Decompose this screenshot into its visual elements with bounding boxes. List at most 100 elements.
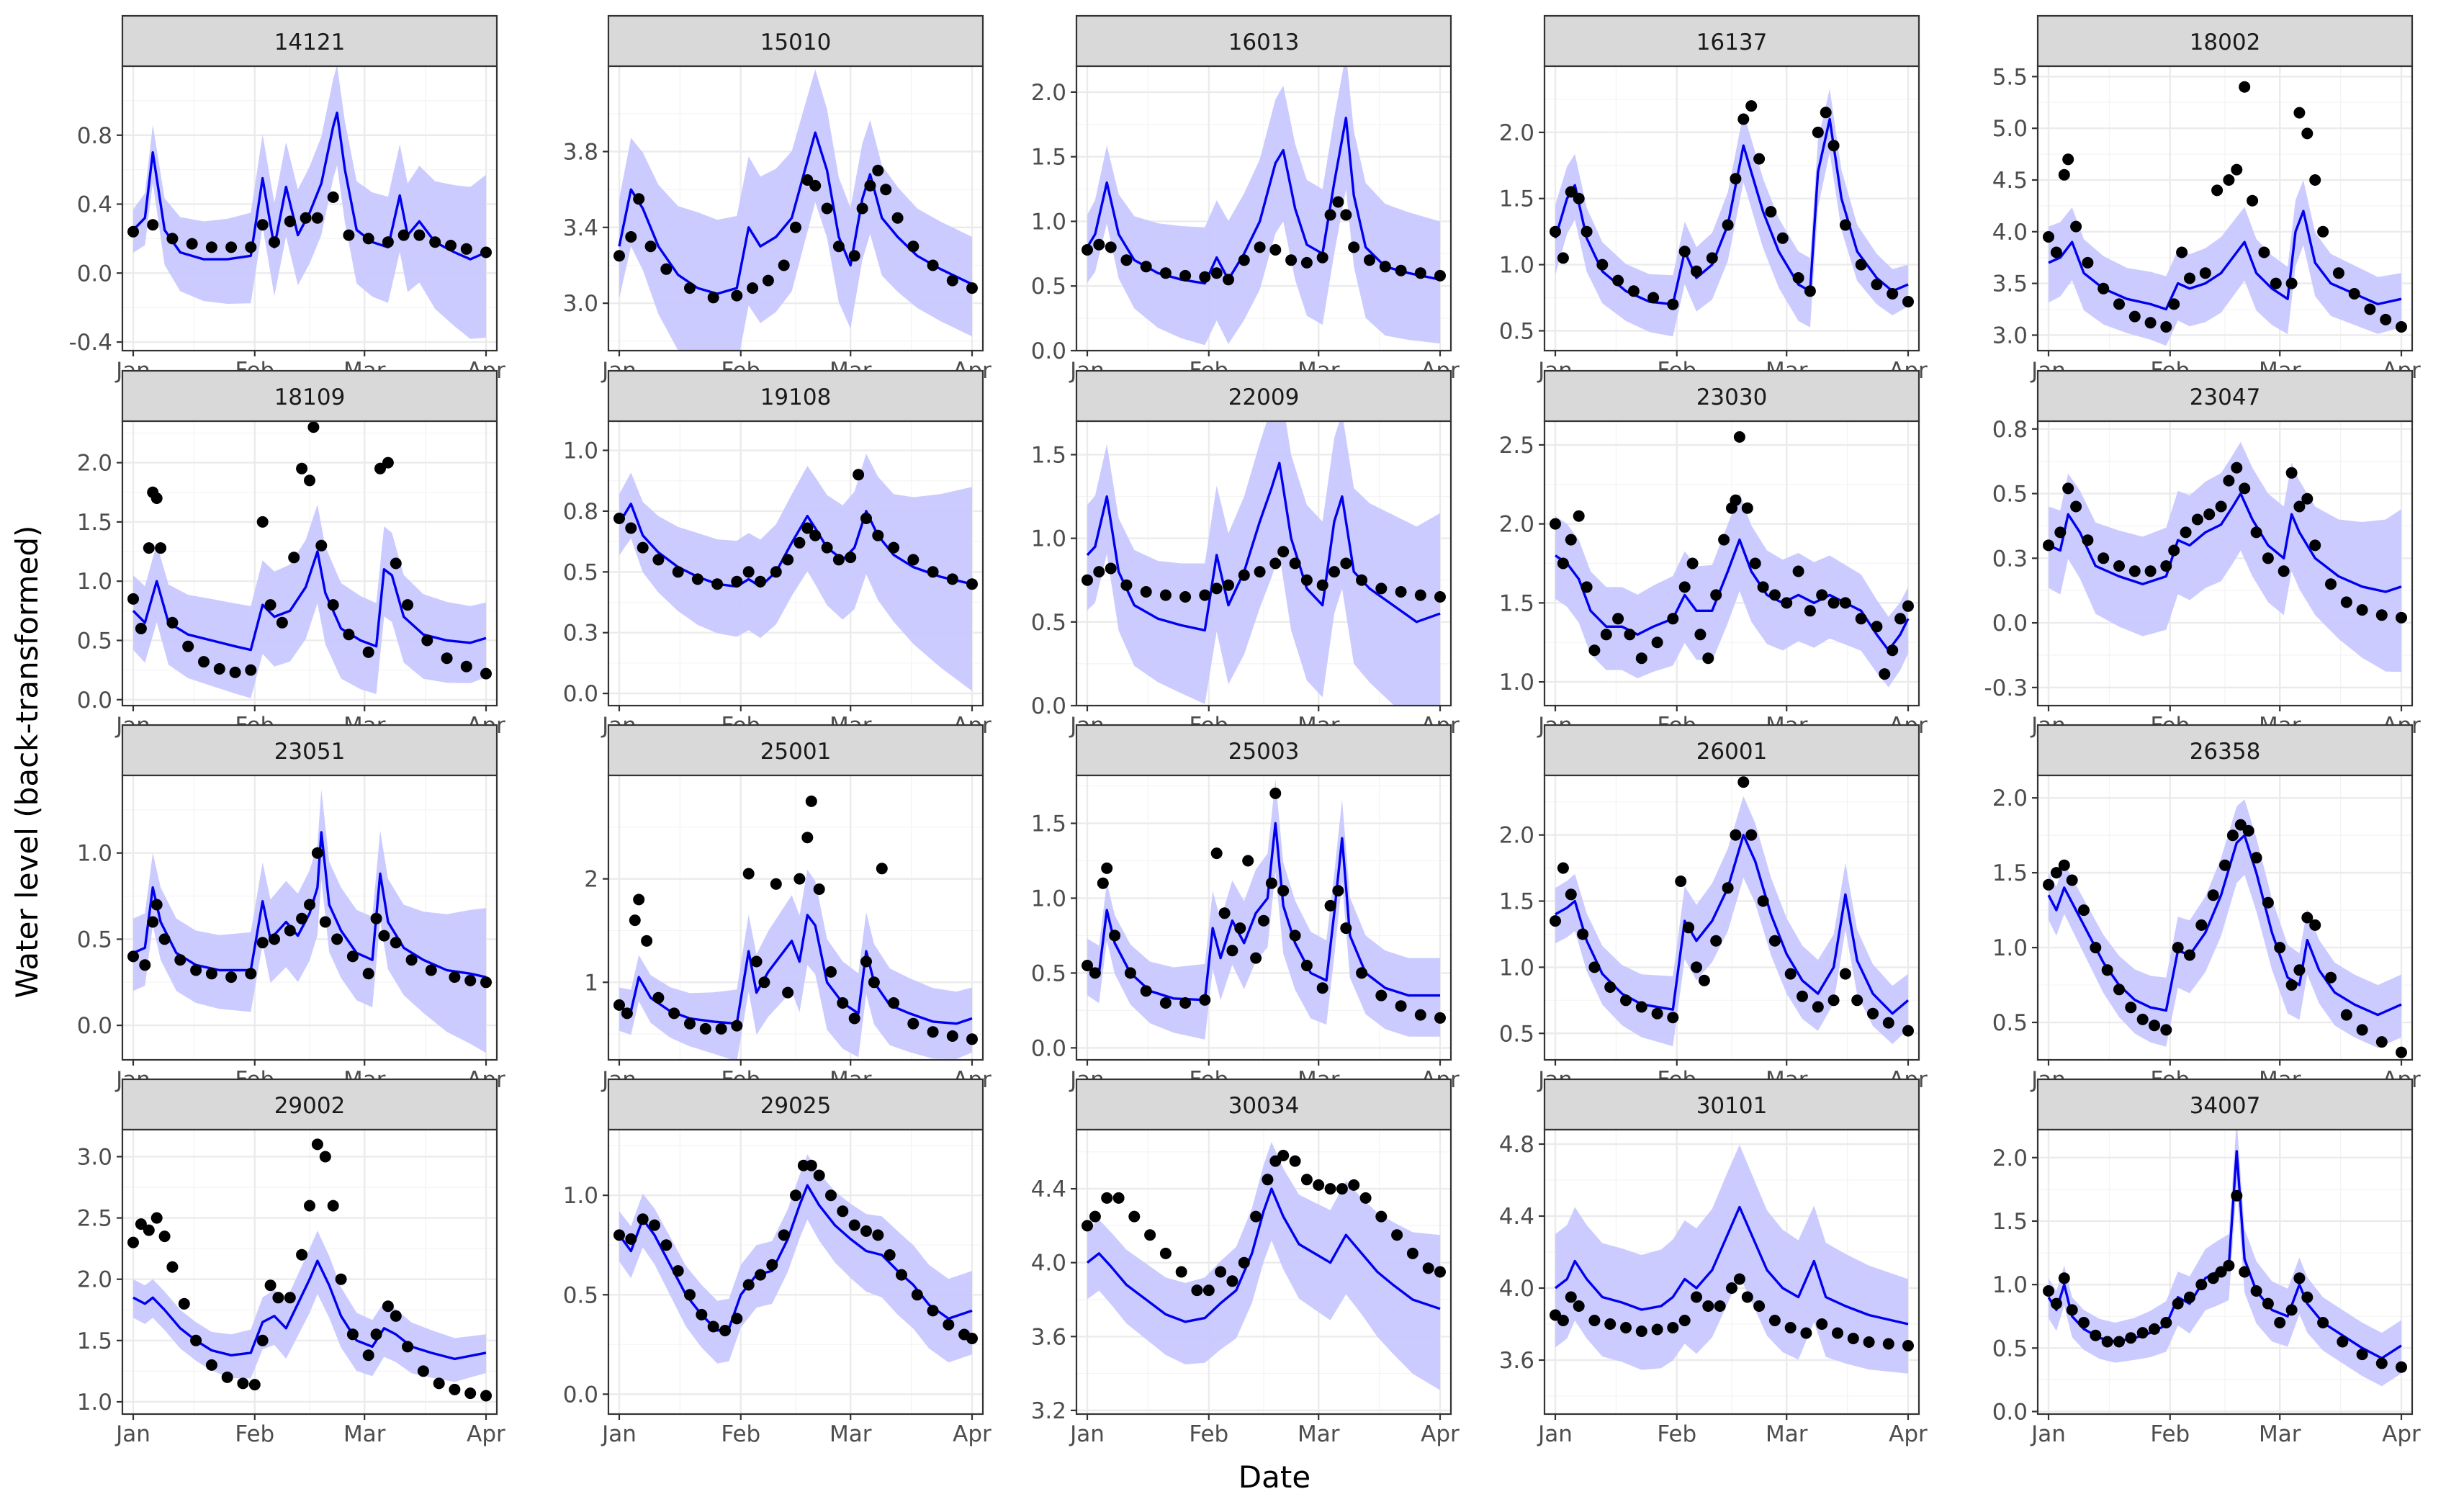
x-tick-label: Feb [2150, 1421, 2190, 1447]
data-point [2375, 1036, 2388, 1048]
data-point [2184, 1291, 2195, 1303]
fit-line [1554, 117, 1909, 306]
data-point [1199, 271, 1211, 283]
data-point [1406, 1247, 1418, 1259]
data-point [225, 241, 238, 253]
data-point [370, 1328, 382, 1341]
data-layer [613, 795, 978, 1060]
data-point [946, 274, 958, 287]
data-point [672, 566, 684, 578]
data-point [1109, 930, 1121, 942]
data-point [2250, 526, 2262, 539]
y-tick-label: 2.0 [77, 451, 112, 477]
data-point [1678, 246, 1691, 258]
fit-line [1554, 1205, 1909, 1326]
data-point [1210, 582, 1223, 595]
data-point [848, 1012, 860, 1025]
data-point [1199, 589, 1211, 601]
data-point [2215, 1266, 2227, 1278]
data-layer [2043, 1130, 2407, 1387]
data-point [1218, 907, 1231, 919]
data-point [943, 1318, 955, 1331]
y-tick-label: 1.0 [1499, 253, 1534, 279]
data-point [684, 282, 696, 294]
data-point [166, 233, 179, 245]
data-point [1199, 994, 1211, 1006]
fit-line [2048, 492, 2402, 593]
data-point [1359, 1192, 1372, 1204]
data-point [907, 240, 920, 253]
data-point [1550, 915, 1561, 927]
data-point [1855, 258, 1867, 271]
prediction-ribbon [2049, 441, 2401, 672]
y-tick-label: -0.3 [1984, 675, 2028, 701]
data-point [2348, 288, 2360, 300]
data-point [2231, 163, 2243, 176]
data-point [2050, 246, 2062, 258]
data-point [821, 202, 833, 215]
data-point [644, 240, 657, 253]
data-point [668, 1007, 680, 1020]
data-point [1804, 285, 1816, 297]
data-point [135, 1218, 147, 1230]
data-point [1316, 251, 1328, 264]
data-point [311, 1138, 323, 1151]
data-point [2340, 1009, 2352, 1021]
facet-strip [2036, 1078, 2414, 1131]
data-point [1667, 1012, 1679, 1024]
x-tick-label: Jan [114, 1421, 150, 1447]
panel-border [1075, 65, 1452, 352]
data-point [460, 660, 472, 672]
data-point [229, 666, 241, 678]
data-point [1300, 1174, 1313, 1186]
data-point [256, 1334, 269, 1346]
data-point [2317, 225, 2329, 238]
data-point [966, 282, 978, 294]
x-tick-label: Feb [1189, 1421, 1228, 1447]
data-point [872, 164, 884, 176]
data-point [2285, 979, 2298, 991]
data-point [1812, 126, 1824, 138]
x-tick-label: Mar [1766, 1421, 1808, 1447]
data-point [1101, 862, 1113, 874]
y-tick-label: 1.0 [1992, 935, 2028, 961]
data-point [2396, 1361, 2407, 1373]
data-point [335, 1273, 347, 1285]
prediction-ribbon [2049, 1130, 2401, 1387]
data-point [346, 1328, 359, 1341]
data-point [880, 184, 892, 196]
data-point [237, 1377, 249, 1390]
data-point [2309, 539, 2321, 552]
data-point [2278, 565, 2290, 577]
data-point [1316, 579, 1328, 591]
data-point [1827, 140, 1840, 152]
data-point [405, 954, 418, 966]
y-tick-label: 0.5 [563, 559, 598, 585]
data-point [2215, 500, 2227, 513]
data-point [1678, 581, 1691, 593]
data-point [2078, 1317, 2090, 1328]
data-point [2149, 1323, 2160, 1335]
data-point [1812, 1001, 1824, 1013]
prediction-ribbon [619, 870, 972, 1060]
y-tick-label: 1.0 [77, 841, 112, 867]
y-tick-label: 0.3 [563, 621, 598, 647]
data-point [2128, 565, 2141, 577]
data-point [1179, 997, 1192, 1009]
data-point [1667, 613, 1679, 625]
data-point [127, 950, 139, 963]
data-point [198, 656, 210, 668]
data-point [1730, 173, 1742, 185]
data-point [135, 623, 147, 634]
data-layer [1550, 431, 1914, 688]
data-point [2043, 1285, 2054, 1297]
prediction-ribbon [1087, 779, 1440, 1040]
panel-border [2036, 420, 2414, 707]
data-layer [127, 421, 492, 698]
data-point [2270, 277, 2282, 289]
data-point [1210, 267, 1223, 279]
